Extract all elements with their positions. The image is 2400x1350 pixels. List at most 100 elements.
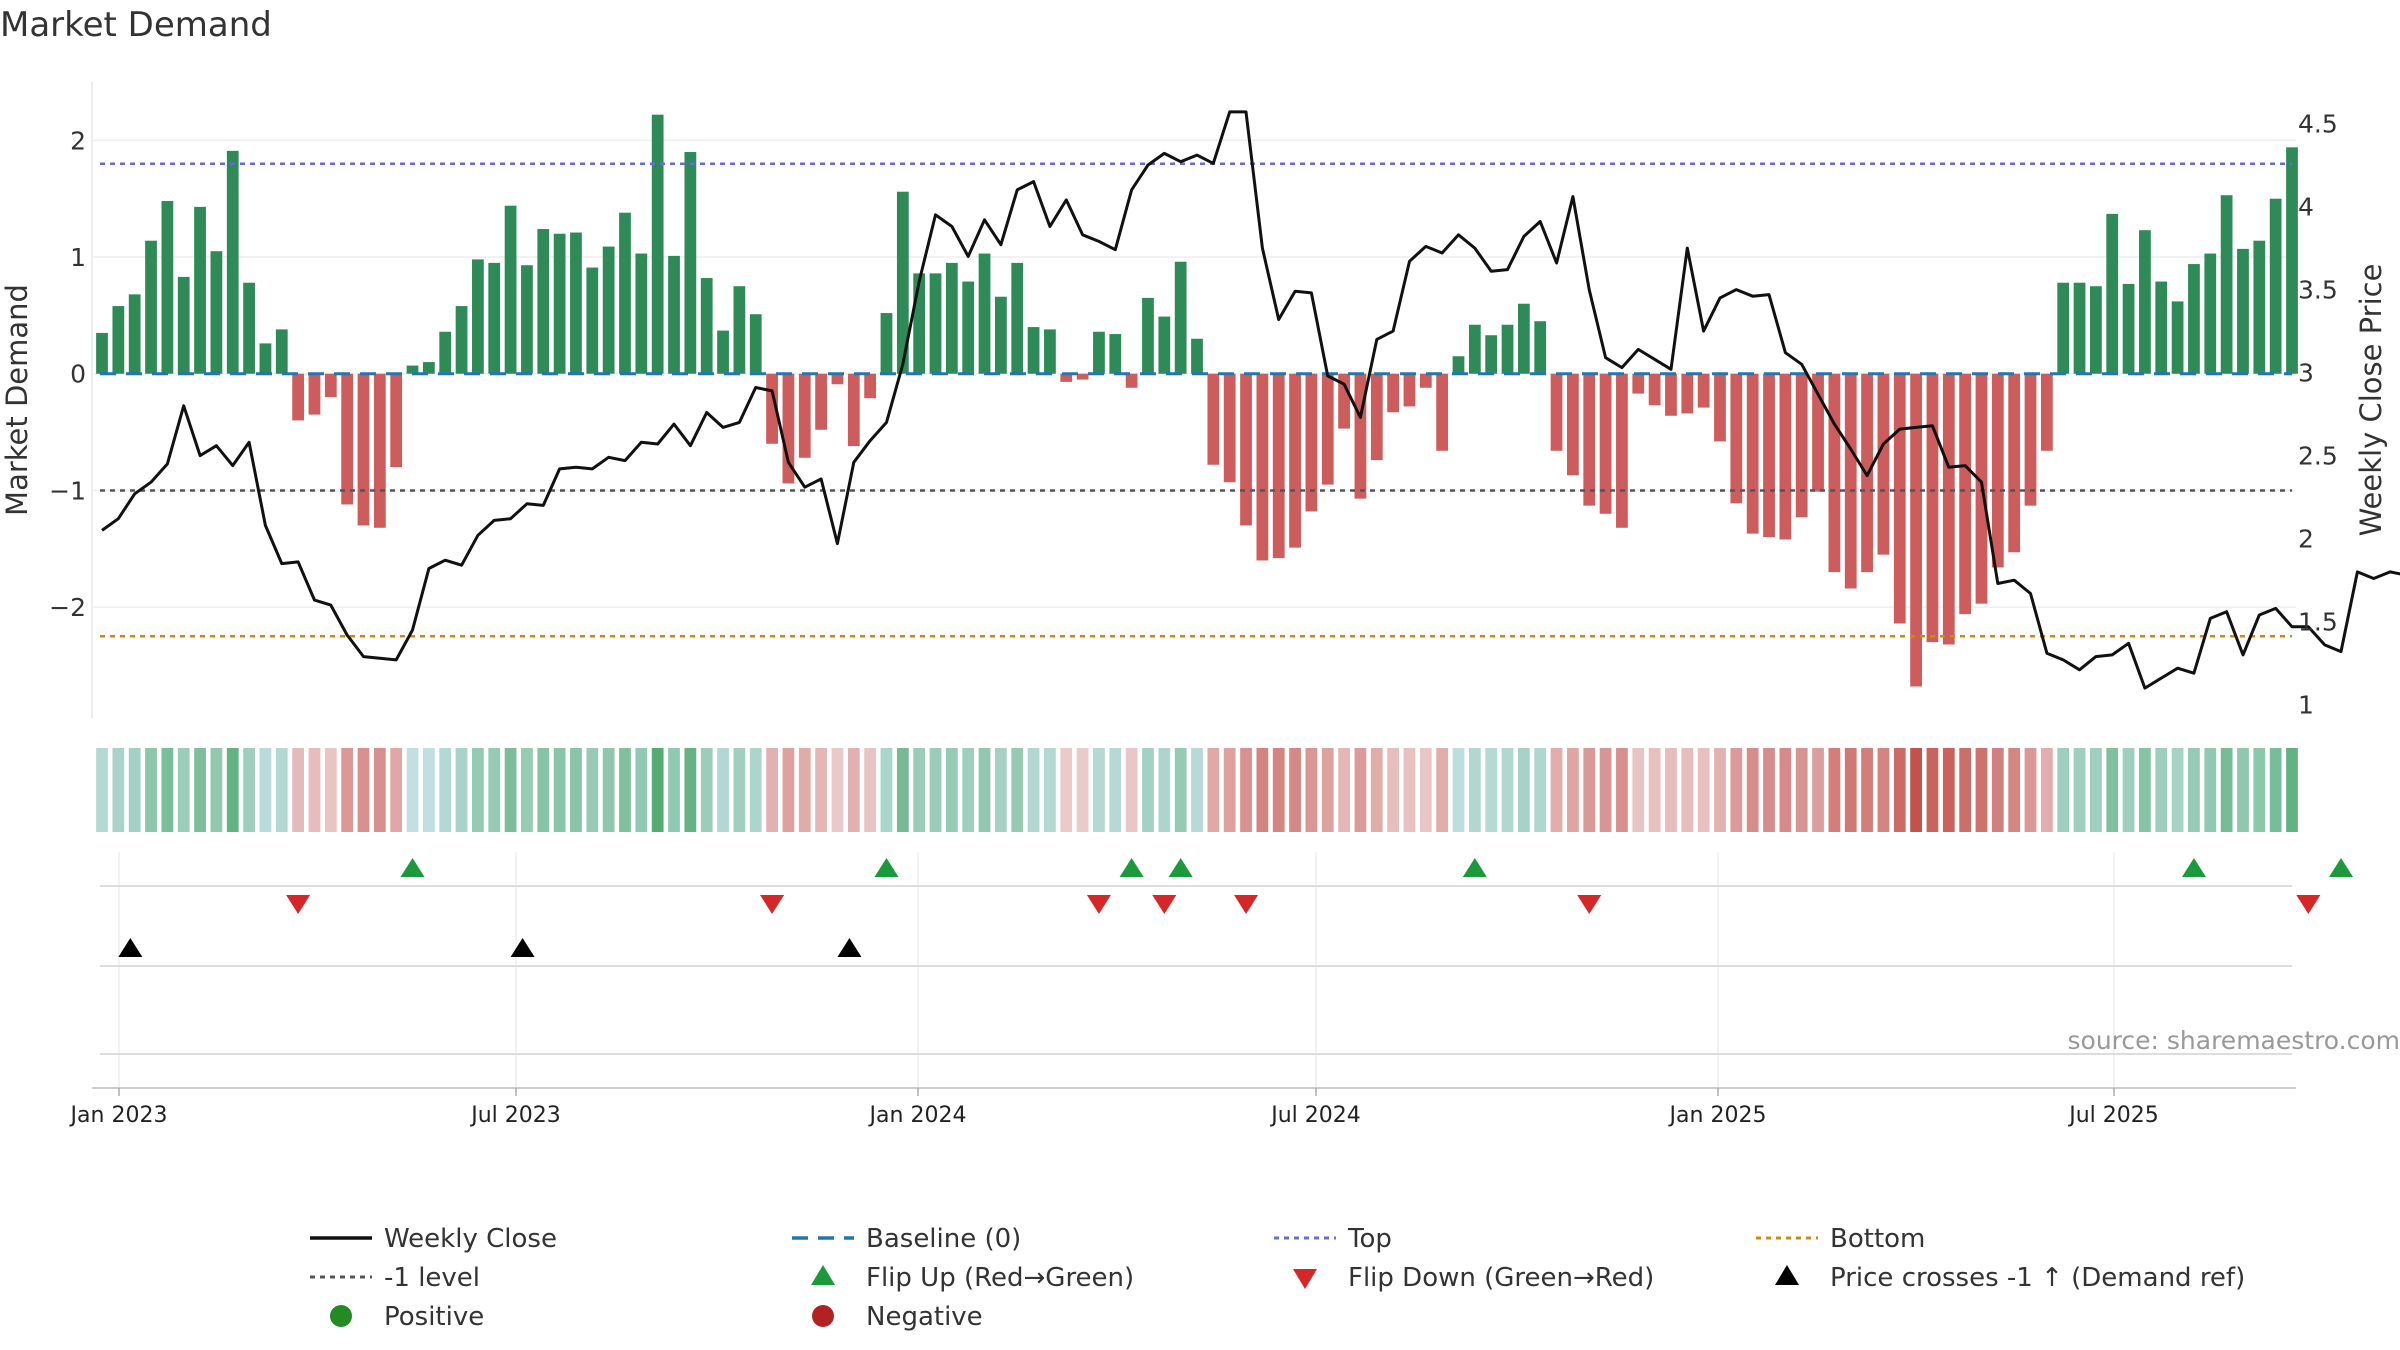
demand-bar-positive: [684, 152, 697, 374]
flip-down-marker: [1577, 895, 1602, 914]
flip-down-marker: [1086, 895, 1111, 914]
signal-panels: source: sharemaestro.com: [92, 852, 2400, 1089]
heat-strip-cell: [226, 748, 239, 832]
heat-strip-cell: [2188, 748, 2200, 832]
demand-bar-negative: [1763, 373, 1775, 538]
heat-strip-cell: [373, 748, 386, 832]
heat-strip-cell: [1158, 748, 1171, 832]
heat-strip-cell: [177, 748, 190, 832]
x-axis-ticks: Jan 2023 Jul 2023 Jan 2024 Jul 2024 Jan 2025…: [69, 1088, 2159, 1128]
legend-circle-icon: [812, 1305, 834, 1327]
heat-strip-cell: [700, 748, 713, 832]
heat-strip-cell: [1910, 748, 1922, 832]
legend-item: Baseline (0): [792, 1224, 1021, 1254]
demand-bar-negative: [1812, 373, 1824, 492]
right-y-tick-label: 3: [2298, 359, 2314, 388]
heat-strip-cell: [210, 748, 223, 832]
demand-bar-positive: [210, 251, 223, 374]
heat-strip-cell: [112, 748, 125, 832]
demand-bar-positive: [112, 306, 125, 374]
heat-strip-cell: [1370, 748, 1383, 832]
heat-strip-cell: [1926, 748, 1939, 832]
heat-strip-cell: [1877, 748, 1890, 832]
legend-label: -1 level: [384, 1263, 480, 1293]
legend-item: Negative: [812, 1302, 983, 1332]
demand-bar-positive: [651, 114, 664, 374]
left-y-tick-label: 0: [70, 360, 86, 389]
heat-strip-cell: [1648, 748, 1661, 832]
heat-strip-cell: [2106, 748, 2119, 832]
heat-strip-cell: [422, 748, 435, 832]
demand-bar-negative: [1616, 373, 1628, 528]
demand-bar-positive: [194, 206, 206, 374]
heat-strip-cell: [1403, 748, 1416, 832]
heat-strip-cell: [1354, 748, 1367, 832]
demand-bar-negative: [831, 373, 844, 385]
heat-strip-cell: [651, 748, 664, 832]
demand-bar-positive: [602, 246, 615, 374]
legend-item: -1 level: [310, 1263, 480, 1293]
demand-bar-positive: [2269, 198, 2282, 374]
demand-bar-negative: [766, 373, 778, 444]
demand-bar-positive: [177, 276, 190, 374]
demand-panel: 2 1 0 −1 −2 4.5 4 3.5 3 2.5 2 1.5 1 Market Demand W…: [0, 82, 2400, 720]
heat-strip-cell: [1191, 748, 1203, 832]
demand-bar-negative: [1305, 373, 1318, 512]
heat-strip-cell: [243, 748, 255, 832]
right-y-tick-label: 1.5: [2298, 608, 2338, 637]
demand-bar-positive: [2089, 286, 2102, 374]
legend-label: Top: [1347, 1224, 1392, 1254]
demand-bar-negative: [1877, 373, 1890, 555]
demand-bars: [96, 114, 2298, 687]
x-tick-label: Jul 2023: [469, 1103, 561, 1128]
demand-bar-positive: [1093, 331, 1105, 374]
demand-bar-positive: [504, 205, 517, 374]
heat-strip-cell: [2171, 748, 2184, 832]
heat-strip-cell: [1044, 748, 1056, 832]
flip-up-marker: [1168, 858, 1193, 877]
demand-bar-negative: [2008, 373, 2021, 553]
demand-bar-positive: [2237, 248, 2249, 374]
left-y-axis-label: Market Demand: [0, 284, 34, 516]
demand-bar-positive: [1452, 356, 1465, 374]
legend-circle-icon: [330, 1305, 352, 1327]
demand-bar-negative: [341, 373, 354, 505]
heat-strip-cell: [341, 748, 354, 832]
heat-strip-cell: [1076, 748, 1089, 832]
flip-down-marker: [760, 895, 785, 914]
legend: Weekly Close Baseline (0) Top Bottom -1 leve…: [310, 1224, 2245, 1332]
demand-bar-positive: [1027, 327, 1040, 374]
demand-bar-positive: [1142, 297, 1154, 374]
heat-strip-cell: [1109, 748, 1122, 832]
heat-strip-cell: [504, 748, 517, 832]
demand-bar-negative: [1828, 373, 1841, 573]
heat-strip-cell: [2089, 748, 2102, 832]
heat-strip-cell: [1125, 748, 1138, 832]
demand-bar-negative: [1289, 373, 1301, 548]
demand-bar-negative: [1991, 373, 2004, 568]
heat-strip-cell: [913, 748, 926, 832]
demand-bar-negative: [2024, 373, 2037, 506]
flip-up-marker: [874, 858, 899, 877]
legend-item: Weekly Close: [310, 1224, 557, 1254]
legend-label: Flip Up (Red→Green): [866, 1263, 1134, 1293]
demand-bar-positive: [717, 330, 729, 374]
demand-bar-positive: [896, 191, 909, 374]
demand-bar-negative: [1550, 373, 1563, 451]
heat-strip-cell: [1174, 748, 1187, 832]
heat-strip-cell: [2155, 748, 2168, 832]
demand-bar-positive: [1174, 261, 1187, 374]
heat-strip-cell: [145, 748, 157, 832]
heat-strip-cell: [896, 748, 909, 832]
flip-down-marker: [286, 895, 311, 914]
demand-bar-positive: [406, 365, 419, 374]
left-y-ticks: 2 1 0 −1 −2: [49, 126, 86, 622]
heat-strip-cell: [1959, 748, 1972, 832]
heat-strip-cell: [1272, 748, 1285, 832]
demand-bar-positive: [1534, 321, 1547, 374]
heat-strip-cell: [1632, 748, 1645, 832]
demand-bar-negative: [1272, 373, 1285, 559]
heat-strip-cell: [798, 748, 811, 832]
heat-strip-cell: [1681, 748, 1694, 832]
demand-bar-positive: [733, 286, 746, 374]
